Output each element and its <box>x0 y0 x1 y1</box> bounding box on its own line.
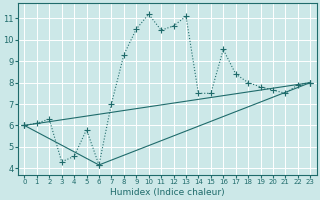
X-axis label: Humidex (Indice chaleur): Humidex (Indice chaleur) <box>110 188 225 197</box>
